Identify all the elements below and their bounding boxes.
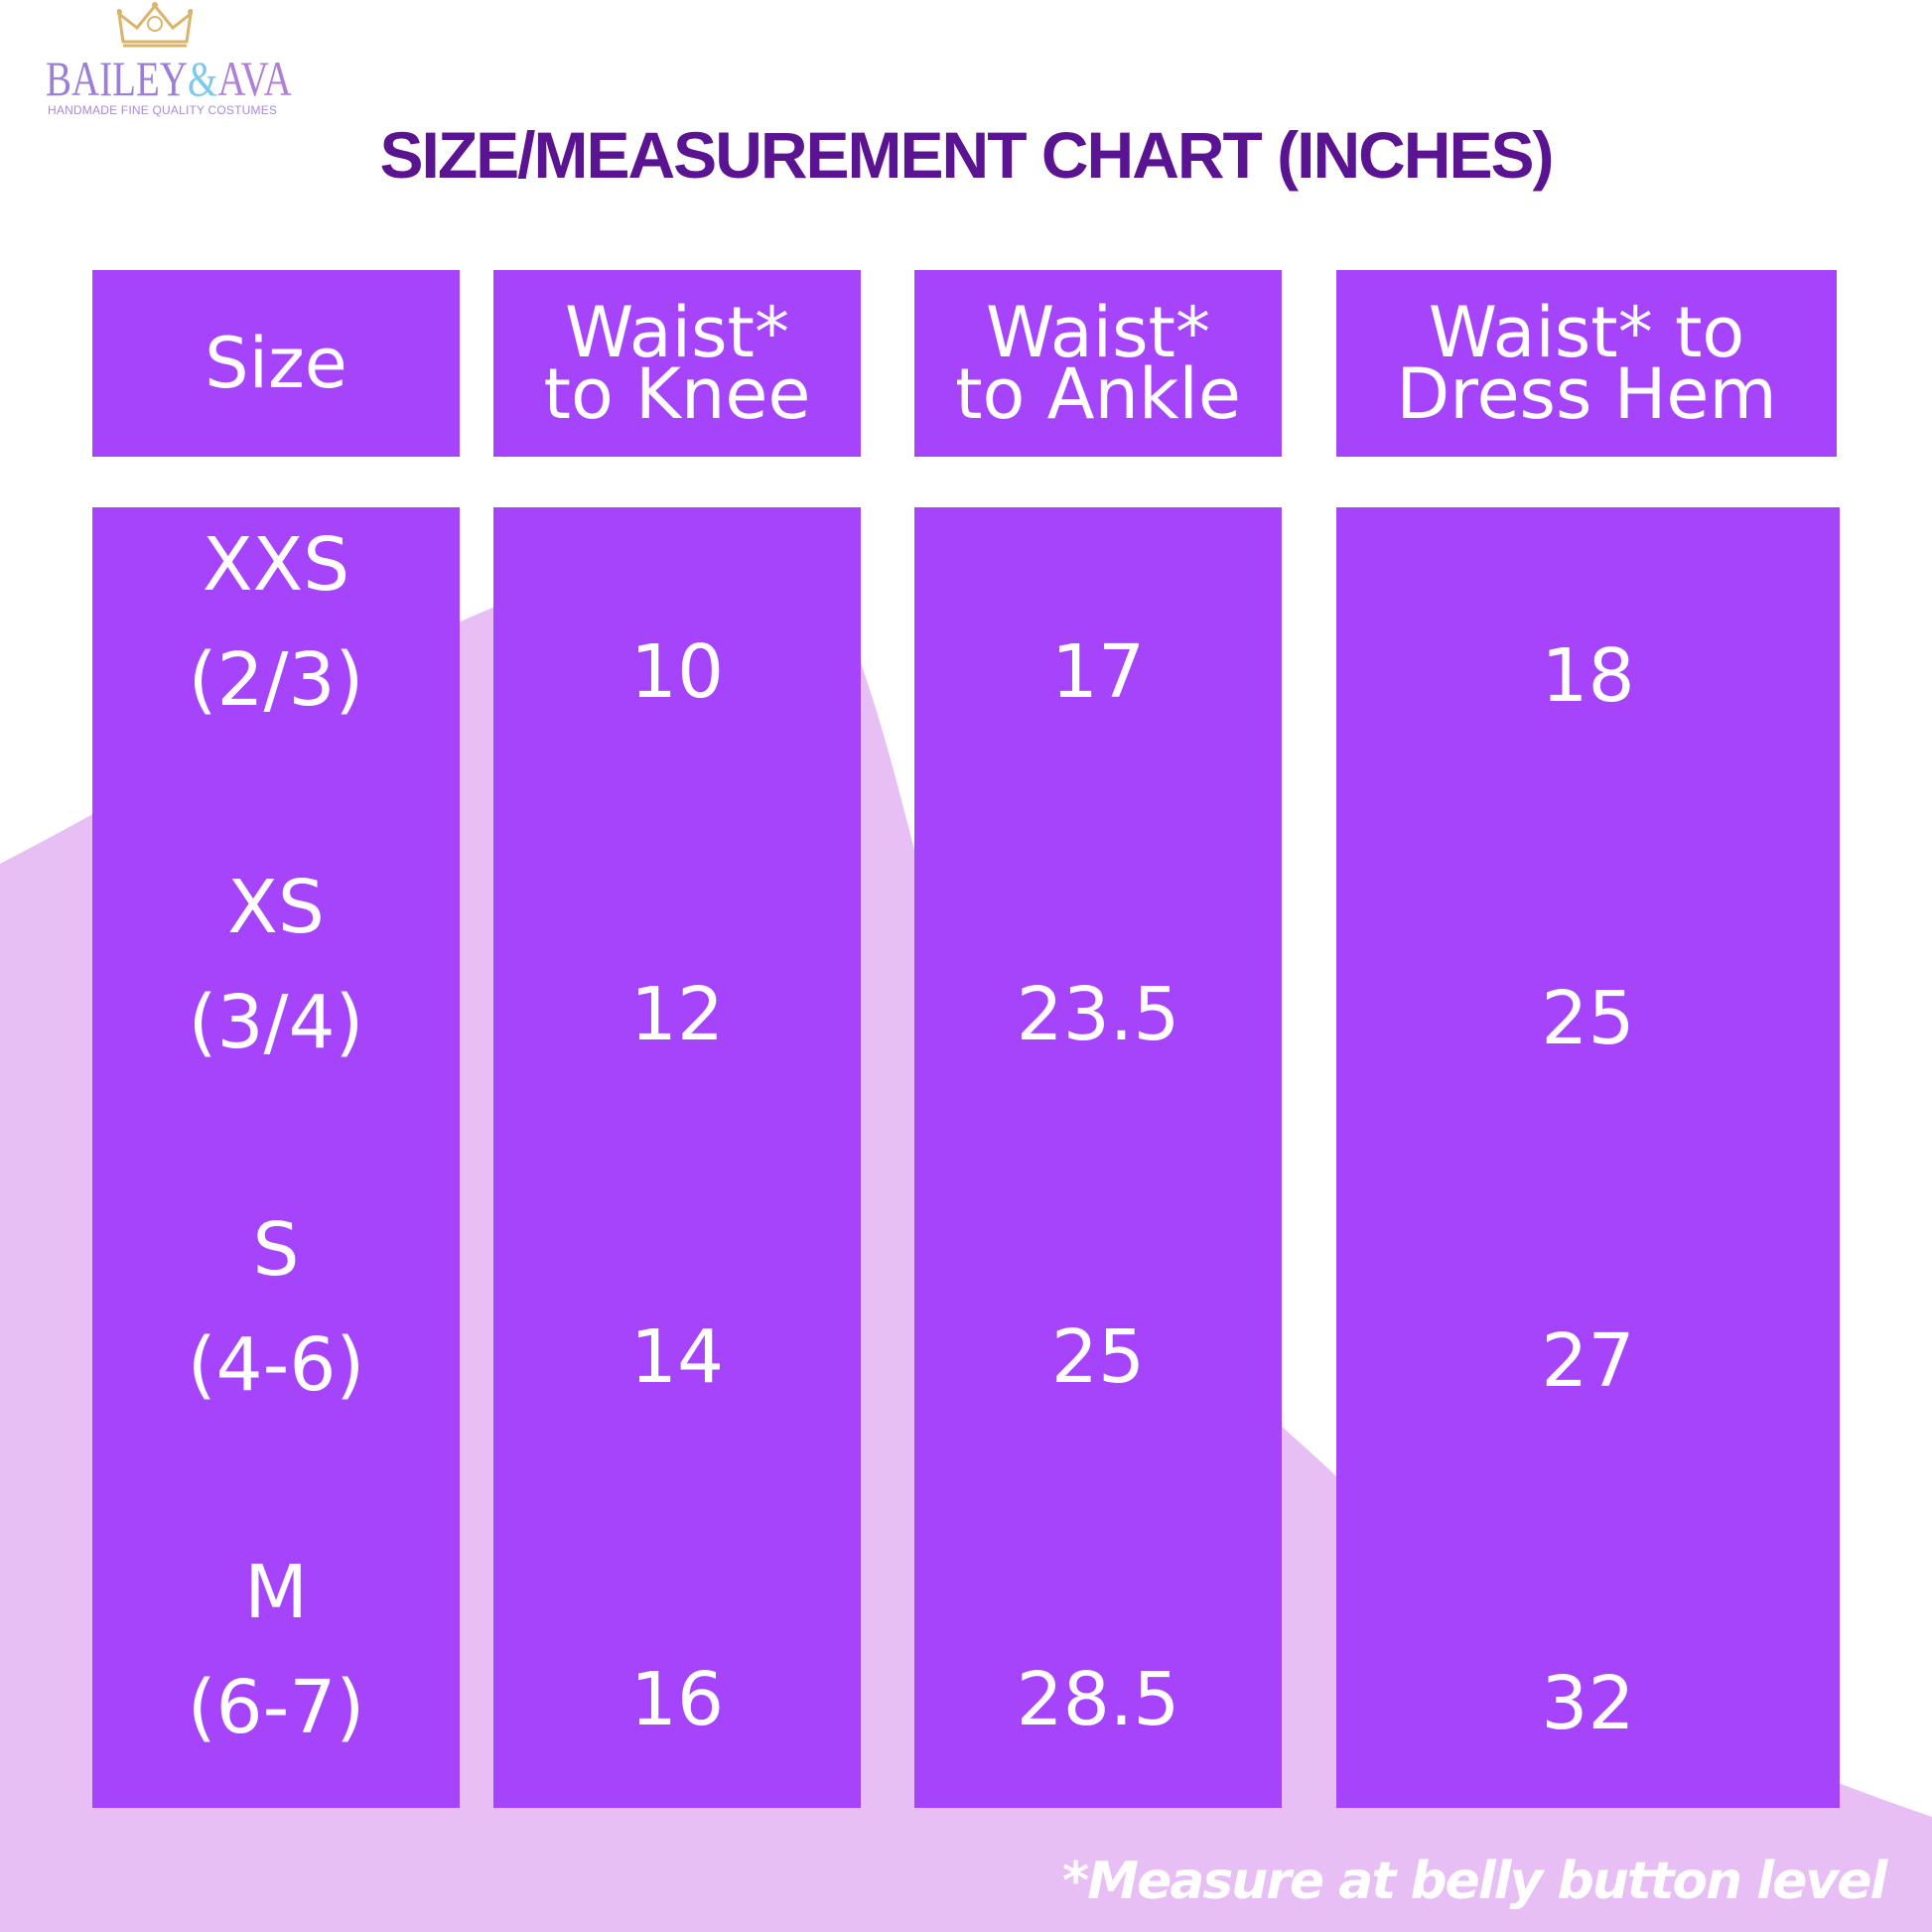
measurement-value: 27: [1541, 1318, 1635, 1404]
measurement-value: 12: [629, 972, 725, 1057]
measurement-value: 23.5: [1016, 972, 1180, 1057]
header-waist-to-ankle: Waist* to Ankle: [914, 270, 1282, 457]
header-label-line1: Waist*: [565, 292, 789, 373]
footnote: *Measure at belly button level: [1062, 1852, 1887, 1911]
size-range: (6-7): [187, 1665, 365, 1750]
brand-wordmark: BAILEY&AVA: [46, 51, 292, 106]
crown-icon: [117, 2, 193, 48]
waist-to-knee-column: 10 12 14 16: [493, 507, 861, 1808]
header-label-line2: to Ankle: [955, 353, 1241, 435]
brand-tagline: HANDMADE FINE QUALITY COSTUMES: [48, 103, 278, 117]
page-title: SIZE/MEASUREMENT CHART (INCHES): [379, 118, 1554, 192]
measurement-value: 18: [1541, 633, 1635, 719]
size-range: (2/3): [188, 637, 364, 723]
size-label: XXS: [202, 522, 350, 608]
size-range: (3/4): [188, 980, 364, 1065]
measurement-value: 25: [1541, 976, 1635, 1061]
header-label-line1: Waist* to: [1428, 292, 1745, 373]
measurement-value: 25: [1050, 1314, 1146, 1400]
size-range: (4-6): [187, 1322, 365, 1408]
measurement-value: 16: [629, 1657, 725, 1742]
header-size: Size: [92, 270, 460, 457]
measurement-value: 17: [1050, 629, 1146, 715]
measurement-value: 10: [629, 629, 725, 715]
waist-to-dress-hem-column: 18 25 27 32: [1336, 507, 1840, 1808]
header-label-line1: Waist*: [986, 292, 1210, 373]
header-label-line2: to Knee: [543, 353, 811, 435]
size-label: S: [252, 1207, 300, 1293]
header-label: Size: [205, 323, 347, 404]
size-column: XXS (2/3) XS (3/4) S (4-6) M (6-7): [92, 507, 460, 1808]
size-label: M: [244, 1550, 308, 1635]
waist-to-ankle-column: 17 23.5 25 28.5: [914, 507, 1282, 1808]
header-label-line2: Dress Hem: [1396, 353, 1777, 435]
brand-logo: BAILEY&AVA HANDMADE FINE QUALITY COSTUME…: [46, 2, 292, 119]
measurement-value: 14: [629, 1314, 725, 1400]
measurement-value: 32: [1541, 1661, 1635, 1746]
measurement-value: 28.5: [1016, 1657, 1180, 1742]
header-waist-to-knee: Waist* to Knee: [493, 270, 861, 457]
size-label: XS: [227, 865, 325, 950]
header-waist-to-dress-hem: Waist* to Dress Hem: [1336, 270, 1837, 457]
